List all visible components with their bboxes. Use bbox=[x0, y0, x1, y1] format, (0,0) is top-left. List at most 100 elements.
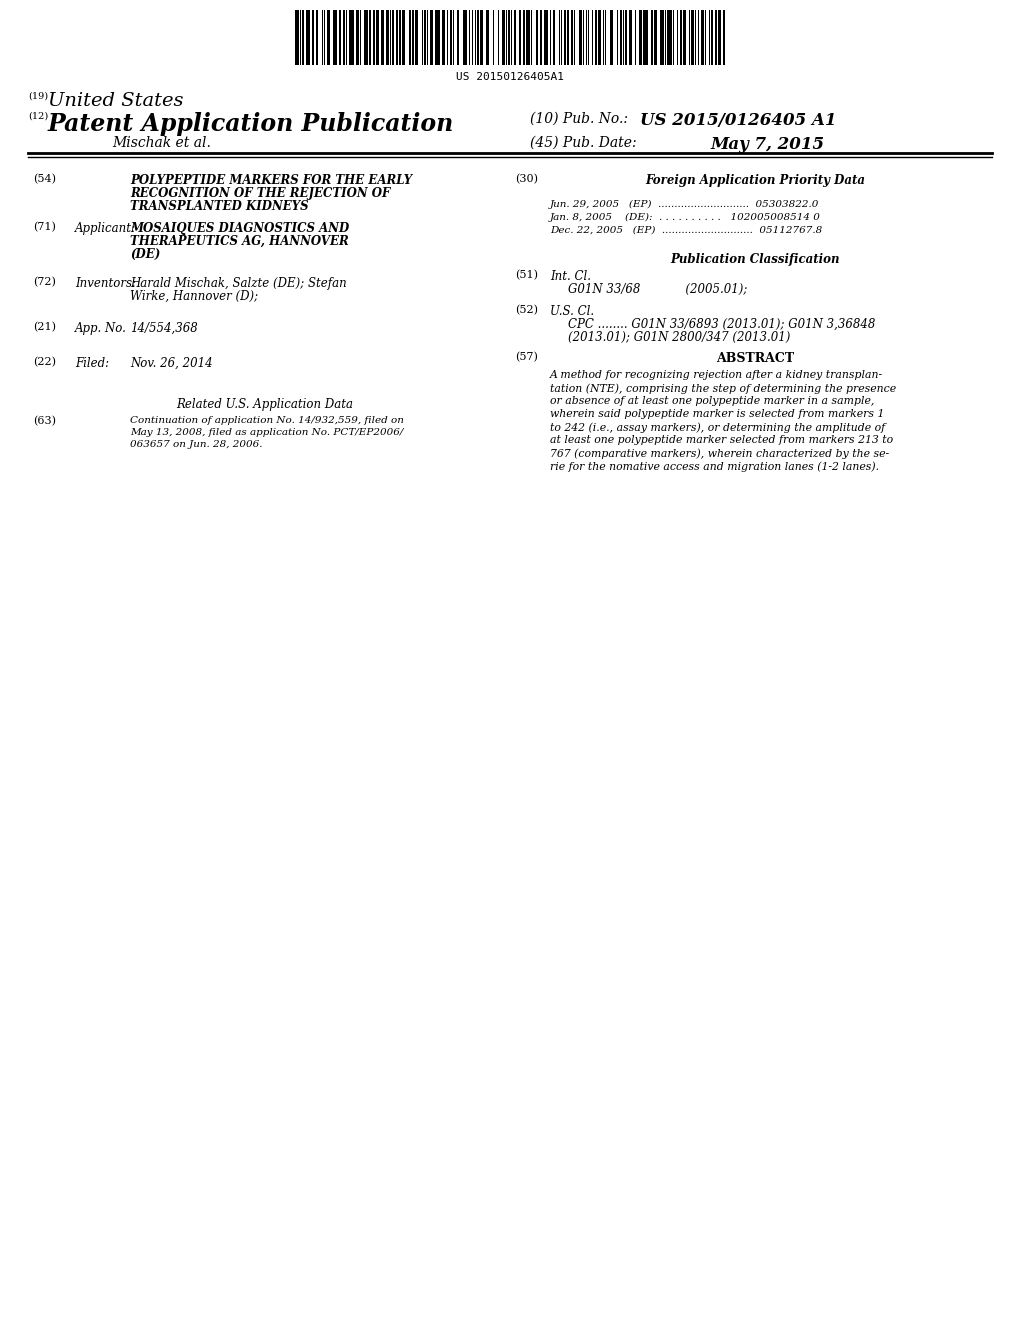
Text: (51): (51) bbox=[515, 271, 537, 280]
Text: 14/554,368: 14/554,368 bbox=[129, 322, 198, 335]
Text: Mischak et al.: Mischak et al. bbox=[112, 136, 211, 150]
Bar bbox=[327, 11, 330, 65]
Bar bbox=[415, 11, 418, 65]
Bar bbox=[480, 11, 483, 65]
Text: Dec. 22, 2005   (EP)  ............................  05112767.8: Dec. 22, 2005 (EP) .....................… bbox=[549, 226, 821, 235]
Text: Jan. 8, 2005    (DE):  . . . . . . . . . .   102005008514 0: Jan. 8, 2005 (DE): . . . . . . . . . . 1… bbox=[549, 213, 820, 222]
Text: US 2015/0126405 A1: US 2015/0126405 A1 bbox=[639, 112, 836, 129]
Bar bbox=[409, 11, 411, 65]
Bar bbox=[348, 11, 354, 65]
Text: (21): (21) bbox=[33, 322, 56, 333]
Bar bbox=[567, 11, 569, 65]
Text: POLYPEPTIDE MARKERS FOR THE EARLY: POLYPEPTIDE MARKERS FOR THE EARLY bbox=[129, 174, 412, 187]
Text: (10) Pub. No.:: (10) Pub. No.: bbox=[530, 112, 628, 125]
Bar bbox=[710, 11, 712, 65]
Text: Nov. 26, 2014: Nov. 26, 2014 bbox=[129, 356, 212, 370]
Text: Continuation of application No. 14/932,559, filed on: Continuation of application No. 14/932,5… bbox=[129, 416, 404, 425]
Text: 767 (comparative markers), wherein characterized by the se-: 767 (comparative markers), wherein chara… bbox=[549, 447, 889, 458]
Text: or absence of at least one polypeptide marker in a sample,: or absence of at least one polypeptide m… bbox=[549, 396, 873, 407]
Bar bbox=[434, 11, 439, 65]
Bar bbox=[364, 11, 368, 65]
Text: wherein said polypeptide marker is selected from markers 1: wherein said polypeptide marker is selec… bbox=[549, 409, 883, 418]
Text: at least one polypeptide marker selected from markers 213 to: at least one polypeptide marker selected… bbox=[549, 436, 893, 445]
Bar bbox=[683, 11, 686, 65]
Bar bbox=[342, 11, 344, 65]
Bar bbox=[564, 11, 566, 65]
Text: (45) Pub. Date:: (45) Pub. Date: bbox=[530, 136, 636, 150]
Text: Filed:: Filed: bbox=[75, 356, 109, 370]
Text: G01N 33/68            (2005.01);: G01N 33/68 (2005.01); bbox=[568, 282, 747, 296]
Text: (63): (63) bbox=[33, 416, 56, 426]
Bar bbox=[638, 11, 641, 65]
Text: 063657 on Jun. 28, 2006.: 063657 on Jun. 28, 2006. bbox=[129, 440, 262, 449]
Text: to 242 (i.e., assay markers), or determining the amplitude of: to 242 (i.e., assay markers), or determi… bbox=[549, 422, 884, 433]
Bar bbox=[620, 11, 622, 65]
Bar bbox=[642, 11, 647, 65]
Text: A method for recognizing rejection after a kidney transplan-: A method for recognizing rejection after… bbox=[549, 370, 882, 380]
Text: RECOGNITION OF THE REJECTION OF: RECOGNITION OF THE REJECTION OF bbox=[129, 187, 390, 201]
Text: May 13, 2008, filed as application No. PCT/EP2006/: May 13, 2008, filed as application No. P… bbox=[129, 428, 403, 437]
Bar bbox=[424, 11, 426, 65]
Bar bbox=[680, 11, 682, 65]
Bar bbox=[609, 11, 612, 65]
Bar bbox=[543, 11, 547, 65]
Bar bbox=[373, 11, 375, 65]
Bar bbox=[653, 11, 656, 65]
Bar bbox=[376, 11, 379, 65]
Text: THERAPEUTICS AG, HANNOVER: THERAPEUTICS AG, HANNOVER bbox=[129, 235, 348, 248]
Bar bbox=[507, 11, 510, 65]
Bar bbox=[401, 11, 405, 65]
Text: Patent Application Publication: Patent Application Publication bbox=[48, 112, 453, 136]
Text: Publication Classification: Publication Classification bbox=[669, 253, 839, 267]
Text: MOSAIQUES DIAGNOSTICS AND: MOSAIQUES DIAGNOSTICS AND bbox=[129, 222, 348, 235]
Text: US 20150126405A1: US 20150126405A1 bbox=[455, 73, 564, 82]
Bar bbox=[722, 11, 725, 65]
Bar bbox=[629, 11, 632, 65]
Bar bbox=[381, 11, 383, 65]
Text: Wirke, Hannover (D);: Wirke, Hannover (D); bbox=[129, 290, 258, 304]
Text: CPC ........ G01N 33/6893 (2013.01); G01N 3,36848: CPC ........ G01N 33/6893 (2013.01); G01… bbox=[568, 318, 874, 331]
Text: (DE): (DE) bbox=[129, 248, 160, 261]
Bar bbox=[463, 11, 467, 65]
Bar bbox=[441, 11, 444, 65]
Text: rie for the nomative access and migration lanes (1-2 lanes).: rie for the nomative access and migratio… bbox=[549, 461, 878, 471]
Bar bbox=[457, 11, 459, 65]
Bar bbox=[477, 11, 479, 65]
Bar bbox=[430, 11, 433, 65]
Bar bbox=[594, 11, 596, 65]
Text: Jun. 29, 2005   (EP)  ............................  05303822.0: Jun. 29, 2005 (EP) .....................… bbox=[549, 201, 818, 209]
Bar bbox=[412, 11, 414, 65]
Text: App. No.: App. No. bbox=[75, 322, 126, 335]
Text: (12): (12) bbox=[28, 112, 48, 121]
Bar bbox=[700, 11, 703, 65]
Bar bbox=[650, 11, 652, 65]
Bar bbox=[690, 11, 693, 65]
Bar bbox=[302, 11, 304, 65]
Text: Inventors:: Inventors: bbox=[75, 277, 136, 290]
Bar bbox=[369, 11, 371, 65]
Text: (72): (72) bbox=[33, 277, 56, 288]
Text: Int. Cl.: Int. Cl. bbox=[549, 271, 590, 282]
Bar bbox=[332, 11, 336, 65]
Text: (30): (30) bbox=[515, 174, 537, 185]
Bar bbox=[356, 11, 359, 65]
Bar bbox=[395, 11, 397, 65]
Bar bbox=[579, 11, 582, 65]
Text: Related U.S. Application Data: Related U.S. Application Data bbox=[176, 399, 354, 411]
Text: May 7, 2015: May 7, 2015 bbox=[709, 136, 823, 153]
Bar bbox=[294, 11, 299, 65]
Bar bbox=[385, 11, 388, 65]
Text: Applicant:: Applicant: bbox=[75, 222, 136, 235]
Bar bbox=[312, 11, 314, 65]
Bar bbox=[338, 11, 340, 65]
Text: U.S. Cl.: U.S. Cl. bbox=[549, 305, 593, 318]
Text: (52): (52) bbox=[515, 305, 537, 315]
Bar bbox=[514, 11, 516, 65]
Bar bbox=[714, 11, 716, 65]
Bar bbox=[526, 11, 530, 65]
Bar bbox=[316, 11, 318, 65]
Text: Harald Mischak, Salzte (DE); Stefan: Harald Mischak, Salzte (DE); Stefan bbox=[129, 277, 346, 290]
Text: United States: United States bbox=[48, 92, 183, 110]
Bar bbox=[485, 11, 488, 65]
Bar bbox=[306, 11, 310, 65]
